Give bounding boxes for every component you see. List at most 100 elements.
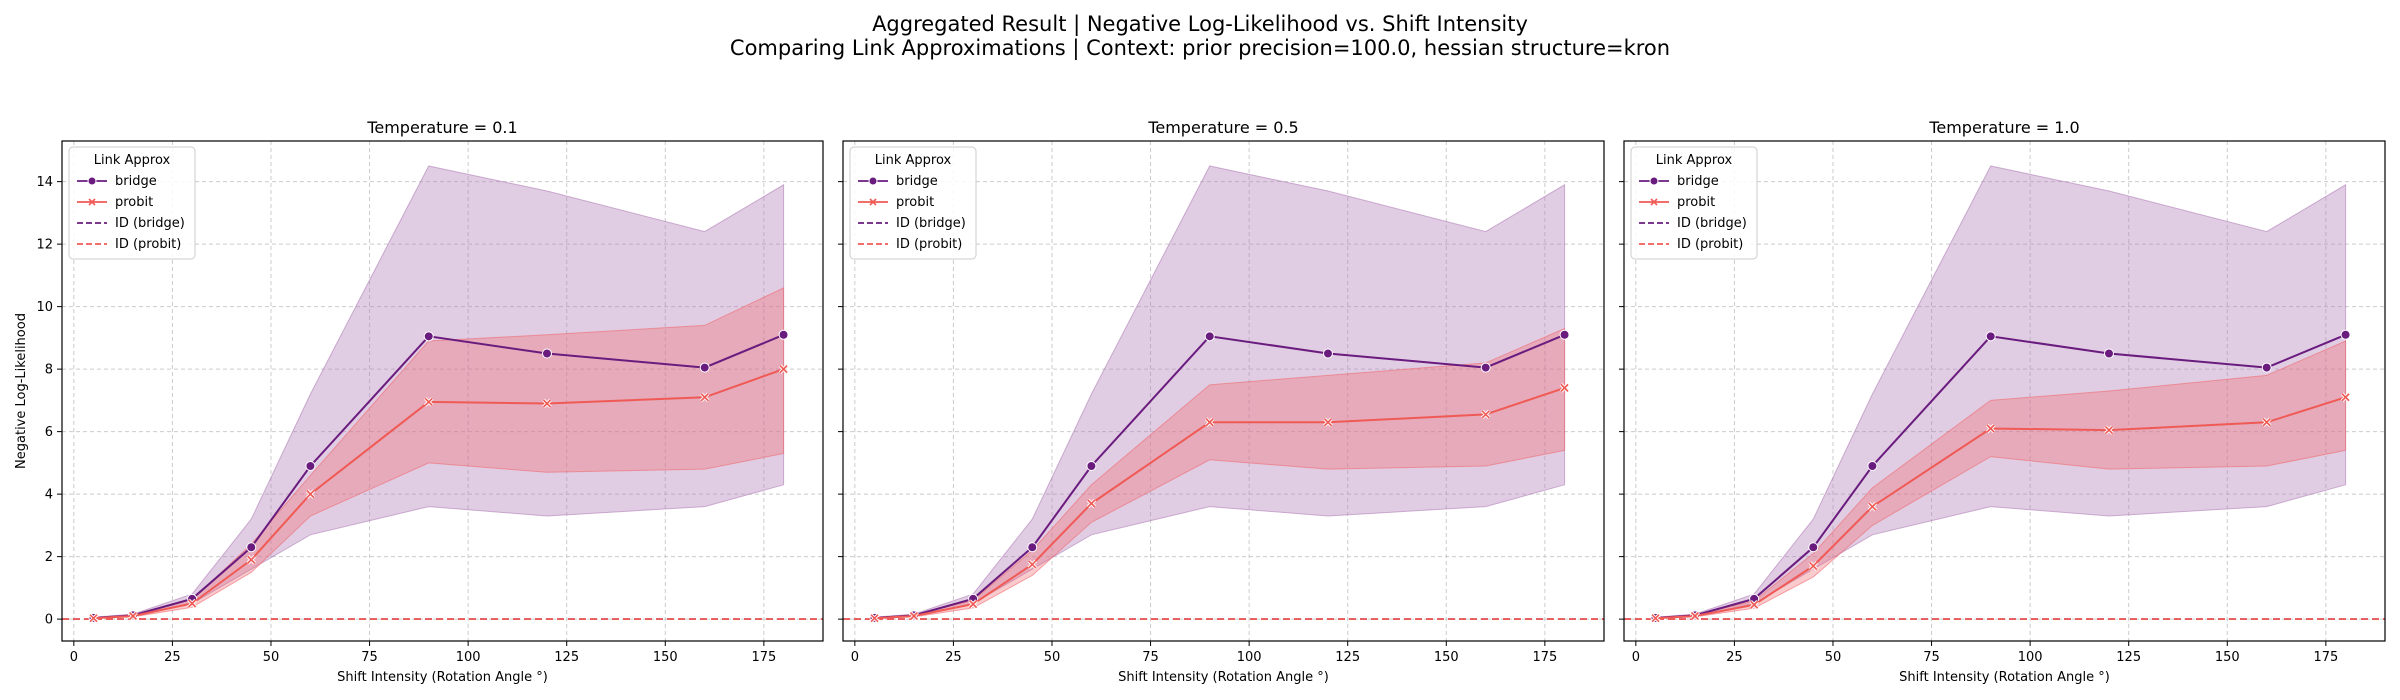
x-tick-label: 75 xyxy=(1142,650,1159,665)
x-tick-label: 75 xyxy=(1923,650,1940,665)
probit-marker-stroke-b xyxy=(542,399,552,408)
x-tick-label: 25 xyxy=(1726,650,1743,665)
bridge-marker xyxy=(778,329,789,340)
bridge-marker xyxy=(2261,362,2272,373)
x-tick-label: 25 xyxy=(164,650,181,665)
legend-marker-probit-b xyxy=(1650,198,1658,206)
panel-title: Temperature = 0.5 xyxy=(1147,118,1298,137)
legend: Link Approx bridge probit ID (bridge) ID (pr… xyxy=(1630,146,1758,260)
legend-box xyxy=(1630,146,1758,260)
probit-marker xyxy=(869,613,880,623)
probit-marker xyxy=(88,613,99,623)
probit-marker xyxy=(187,598,197,609)
bridge-marker xyxy=(2103,348,2114,359)
probit-marker-stroke-b xyxy=(2104,425,2114,435)
x-tick-label: 50 xyxy=(1825,650,1842,665)
y-axis-label: Negative Log-Likelihood xyxy=(14,313,29,469)
x-tick-label: 175 xyxy=(1532,650,1557,665)
x-tick-label: 125 xyxy=(2116,650,2141,665)
bridge-marker xyxy=(1204,331,1215,342)
probit-marker-stroke-b xyxy=(306,490,315,499)
legend-marker-bridge xyxy=(868,176,878,186)
bridge-marker xyxy=(1867,461,1878,471)
probit-marker-stroke-b xyxy=(2341,393,2350,402)
bridge-marker xyxy=(699,362,710,373)
probit-marker xyxy=(423,397,434,407)
probit-marker xyxy=(1749,600,1759,610)
x-tick-label: 100 xyxy=(1237,650,1262,665)
x-tick-label: 125 xyxy=(554,650,579,665)
legend-label: probit xyxy=(1677,195,1715,210)
panel-title: Temperature = 1.0 xyxy=(1928,118,2079,137)
legend-title: Link Approx xyxy=(1656,153,1733,168)
probit-marker-stroke-b xyxy=(188,599,197,608)
chart-panel-2: 0 25 50 75 100 125 150 175 Temperature = 0.5 Shif… xyxy=(838,118,1605,685)
bridge-marker xyxy=(1086,461,1097,471)
x-tick-label: 50 xyxy=(263,650,280,665)
chart-panel-3: 0 25 50 75 100 125 150 175 Temperature = 1.0 Shif… xyxy=(1619,118,2386,685)
legend-label: ID (probit) xyxy=(896,237,962,252)
legend-marker-bridge xyxy=(87,176,97,186)
probit-marker xyxy=(542,398,552,409)
figure-title-line-1: Aggregated Result | Negative Log-Likelih… xyxy=(872,12,1528,36)
legend: Link Approx bridge probit ID (bridge) ID (pr… xyxy=(68,146,196,260)
x-tick-label: 150 xyxy=(1434,650,1459,665)
probit-marker xyxy=(1690,611,1700,621)
bridge-marker xyxy=(1985,331,1996,342)
x-tick-label: 175 xyxy=(2313,650,2338,665)
probit-marker xyxy=(1650,613,1661,623)
probit-marker-stroke-b xyxy=(1323,418,1333,427)
bridge-marker xyxy=(2340,329,2351,340)
probit-marker xyxy=(128,611,138,621)
probit-marker-stroke-b xyxy=(2262,418,2271,427)
x-tick-label: 0 xyxy=(1632,650,1640,665)
legend-label: ID (bridge) xyxy=(115,216,185,231)
probit-marker-stroke-b xyxy=(424,397,433,407)
axes-frame xyxy=(842,140,1605,642)
probit-marker-stroke-b xyxy=(1560,383,1569,392)
probit-marker-stroke-b xyxy=(1809,561,1818,571)
bridge-marker xyxy=(1322,348,1333,359)
probit-marker xyxy=(1027,559,1038,570)
y-tick-label: 4 xyxy=(45,488,53,503)
legend-label: probit xyxy=(115,195,153,210)
panel-title: Temperature = 0.1 xyxy=(366,118,517,137)
probit-marker xyxy=(1559,383,1570,393)
chart-panel-1: 0 25 50 75 100 125 150 175 0 2 4 6 8 10 12 14 Temperatur… xyxy=(14,118,824,685)
y-tick-label: 12 xyxy=(36,238,53,253)
probit-marker xyxy=(968,599,978,609)
legend: Link Approx bridge probit ID (bridge) ID (pr… xyxy=(849,146,977,260)
x-tick-label: 25 xyxy=(945,650,962,665)
legend-label: ID (bridge) xyxy=(896,216,966,231)
probit-marker-stroke-b xyxy=(779,365,788,374)
probit-marker-stroke-b xyxy=(1087,499,1096,508)
y-tick-label: 0 xyxy=(45,613,53,628)
y-tick-label: 14 xyxy=(36,175,53,190)
axes-frame xyxy=(1623,140,2386,642)
x-tick-label: 175 xyxy=(751,650,776,665)
probit-confidence-band xyxy=(1655,340,2347,620)
probit-marker xyxy=(909,611,919,621)
axes-frame xyxy=(61,140,824,642)
legend-title: Link Approx xyxy=(875,153,952,168)
probit-marker xyxy=(778,364,789,374)
probit-marker xyxy=(1086,498,1097,509)
x-tick-label: 100 xyxy=(456,650,481,665)
probit-marker-stroke-b xyxy=(1868,502,1877,511)
probit-marker-stroke-b xyxy=(969,600,978,609)
x-axis-label: Shift Intensity (Rotation Angle °) xyxy=(337,670,548,685)
x-tick-label: 150 xyxy=(653,650,678,665)
probit-marker-stroke-b xyxy=(1481,410,1490,419)
x-tick-label: 75 xyxy=(361,650,378,665)
legend-label: ID (probit) xyxy=(1677,237,1743,252)
y-tick-label: 8 xyxy=(45,363,53,378)
probit-marker-stroke-b xyxy=(1986,424,1995,433)
probit-marker-stroke-b xyxy=(870,614,879,623)
probit-marker xyxy=(1480,409,1491,420)
probit-marker-stroke-b xyxy=(909,611,919,621)
probit-marker xyxy=(1323,417,1333,427)
legend-label: ID (probit) xyxy=(115,237,181,252)
x-tick-label: 125 xyxy=(1335,650,1360,665)
probit-marker-stroke-b xyxy=(1690,611,1700,621)
probit-marker xyxy=(1985,423,1996,434)
